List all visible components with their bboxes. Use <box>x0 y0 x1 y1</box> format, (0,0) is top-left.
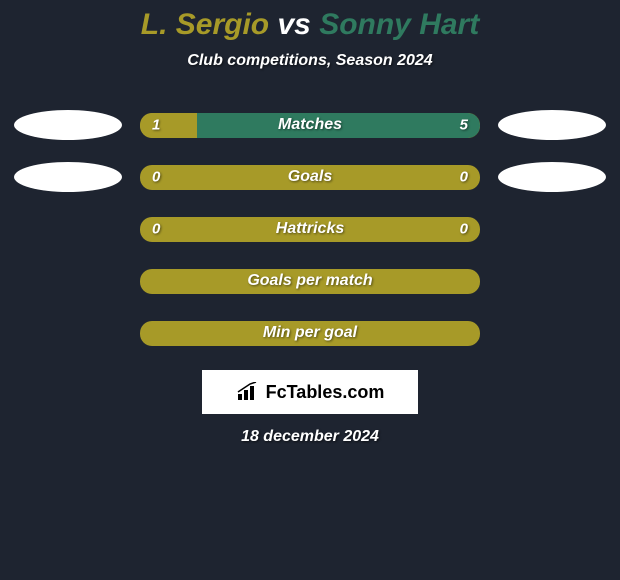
spacer <box>498 266 606 296</box>
player1-name: L. Sergio <box>141 8 269 41</box>
stat-value-player2: 5 <box>460 117 468 134</box>
stats-rows: 1 5 Matches 0 0 Goals 0 0 Hattricks Goals per mat… <box>0 110 620 348</box>
stat-value-player2: 0 <box>460 221 468 238</box>
player1-badge <box>14 110 122 140</box>
comparison-card: L. Sergio vs Sonny Hart Club competition… <box>0 0 620 446</box>
stat-label: Goals <box>288 168 332 186</box>
stat-bar: Goals per match <box>140 269 480 294</box>
vs-separator: vs <box>269 8 319 41</box>
stat-label: Matches <box>278 116 342 134</box>
spacer <box>498 318 606 348</box>
stat-bar: 0 0 Hattricks <box>140 217 480 242</box>
subtitle: Club competitions, Season 2024 <box>0 52 620 70</box>
date: 18 december 2024 <box>0 428 620 446</box>
stat-row: 0 0 Goals <box>0 162 620 192</box>
bar-fill-player1 <box>140 113 197 138</box>
page-title: L. Sergio vs Sonny Hart <box>0 8 620 42</box>
stat-bar: 0 0 Goals <box>140 165 480 190</box>
logo-chart-icon <box>236 382 262 402</box>
player2-badge <box>498 110 606 140</box>
spacer <box>14 266 122 296</box>
player2-badge <box>498 162 606 192</box>
stat-row: 1 5 Matches <box>0 110 620 140</box>
stat-label: Min per goal <box>263 324 357 342</box>
stat-bar: Min per goal <box>140 321 480 346</box>
stat-value-player1: 0 <box>152 221 160 238</box>
stat-label: Hattricks <box>276 220 344 238</box>
stat-value-player2: 0 <box>460 169 468 186</box>
spacer <box>14 214 122 244</box>
stat-row: Goals per match <box>0 266 620 296</box>
spacer <box>498 214 606 244</box>
stat-bar: 1 5 Matches <box>140 113 480 138</box>
spacer <box>14 318 122 348</box>
logo-box[interactable]: FcTables.com <box>202 370 418 414</box>
player2-name: Sonny Hart <box>319 8 479 41</box>
player1-badge <box>14 162 122 192</box>
stat-label: Goals per match <box>247 272 372 290</box>
stat-row: 0 0 Hattricks <box>0 214 620 244</box>
logo-text: FcTables.com <box>266 382 385 403</box>
stat-row: Min per goal <box>0 318 620 348</box>
stat-value-player1: 1 <box>152 117 160 134</box>
stat-value-player1: 0 <box>152 169 160 186</box>
